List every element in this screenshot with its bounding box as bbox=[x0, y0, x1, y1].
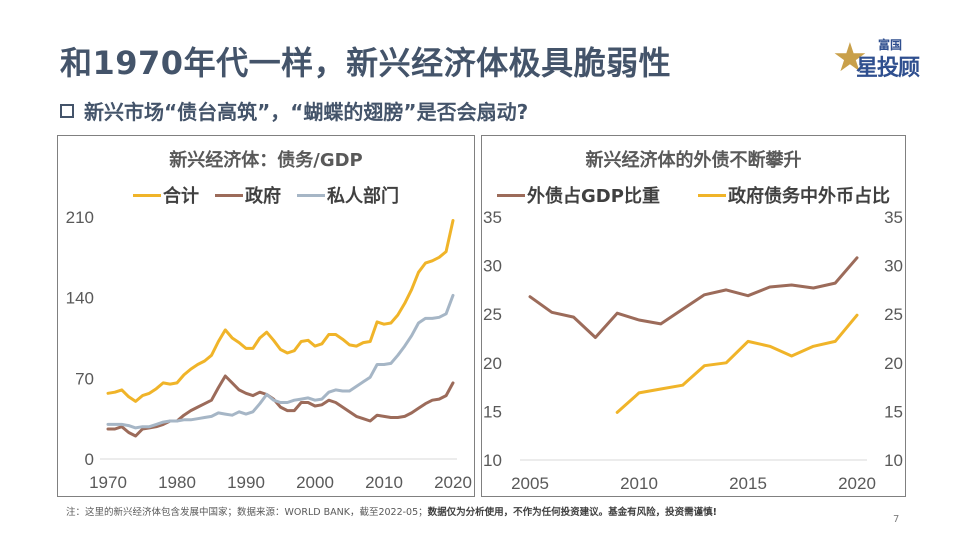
y2-tick-label: 25 bbox=[884, 305, 903, 324]
logo-main-text: 星投顾 bbox=[856, 56, 920, 81]
x-tick-label: 2000 bbox=[296, 473, 334, 492]
page-number: 7 bbox=[893, 514, 900, 525]
x-tick-label: 2020 bbox=[838, 474, 876, 493]
legend-swatch bbox=[497, 193, 526, 197]
logo-top-text: 富国 bbox=[878, 38, 903, 52]
legend-item-total: 合计 bbox=[133, 182, 199, 208]
chart-title: 新兴经济体的外债不断攀升 bbox=[585, 150, 802, 171]
footnote-disclaimer: 数据仅为分析使用，不作为任何投资建议。基金有风险，投资需谨慎! bbox=[427, 507, 717, 518]
y-tick-label: 20 bbox=[483, 354, 502, 373]
page-subtitle: 新兴市场“债台高筑”，“蝴蝶的翅膀”是否会扇动? bbox=[60, 96, 528, 125]
y2-tick-label: 20 bbox=[884, 354, 903, 373]
legend-label: 政府 bbox=[245, 186, 281, 207]
footnote-source: 注：这里的新兴经济体包含发展中国家；数据来源：WORLD BANK，截至2022… bbox=[66, 507, 428, 518]
y-tick-label: 210 bbox=[66, 208, 94, 227]
legend-label: 合计 bbox=[163, 186, 199, 207]
footnote: 注：这里的新兴经济体包含发展中国家；数据来源：WORLD BANK，截至2022… bbox=[66, 504, 717, 518]
y-tick-label: 70 bbox=[75, 369, 94, 388]
y-tick-label: 10 bbox=[483, 451, 502, 470]
series-line-0 bbox=[528, 256, 859, 339]
plot-area-right: 10 15 20 25 30 35 10 15 20 25 30 35 2005 2010 2015 2020 bbox=[483, 208, 903, 493]
legend-item-external-debt: 外债占GDP比重 bbox=[497, 182, 660, 208]
chart-title: 新兴经济体：债务/GDP bbox=[169, 150, 363, 171]
series-line-1 bbox=[106, 374, 455, 438]
legend-label: 外债占GDP比重 bbox=[527, 186, 660, 207]
legend-item-private: 私人部门 bbox=[297, 182, 399, 208]
x-tick-label: 2020 bbox=[434, 473, 472, 492]
y2-tick-label: 35 bbox=[884, 208, 903, 227]
legend-item-fx-share: 政府债务中外币占比 bbox=[697, 182, 890, 208]
legend-item-government: 政府 bbox=[215, 182, 281, 208]
x-tick-label: 2010 bbox=[620, 474, 658, 493]
x-tick-label: 1990 bbox=[227, 473, 265, 492]
legend-swatch bbox=[133, 193, 161, 197]
legend-swatch bbox=[697, 193, 726, 197]
series-line-2 bbox=[106, 293, 455, 430]
series-line-0 bbox=[106, 219, 455, 403]
x-tick-label: 2005 bbox=[511, 474, 549, 493]
x-tick-label: 2010 bbox=[365, 473, 403, 492]
y-tick-label: 35 bbox=[483, 208, 502, 227]
y-tick-label: 15 bbox=[483, 402, 502, 421]
chart-panel-external-debt: 新兴经济体的外债不断攀升 外债占GDP比重 政府债务中外币占比 10 15 20 25… bbox=[481, 135, 906, 497]
y-tick-label: 25 bbox=[483, 305, 502, 324]
star-icon: ★ bbox=[832, 35, 868, 81]
plot-area-left: 0 70 140 210 1970 1980 1990 2000 2010 2020 bbox=[66, 208, 472, 492]
bullet-square-icon bbox=[60, 103, 74, 118]
subtitle-text: 新兴市场“债台高筑”，“蝴蝶的翅膀”是否会扇动? bbox=[84, 100, 529, 124]
y-tick-label: 140 bbox=[66, 289, 94, 308]
legend-label: 政府债务中外币占比 bbox=[727, 186, 890, 207]
chart-panel-debt-gdp: 新兴经济体：债务/GDP 合计 政府 私人部门 0 70 140 210 1970 198… bbox=[57, 135, 475, 497]
brand-logo: ★ 富国 星投顾 bbox=[832, 30, 932, 82]
y2-tick-label: 10 bbox=[884, 451, 903, 470]
legend-swatch bbox=[297, 193, 325, 197]
y2-tick-label: 15 bbox=[884, 402, 903, 421]
chart-legend: 合计 政府 私人部门 bbox=[58, 182, 474, 208]
x-tick-label: 1980 bbox=[158, 473, 196, 492]
y2-tick-label: 30 bbox=[884, 257, 903, 276]
legend-label: 私人部门 bbox=[327, 186, 399, 207]
x-tick-label: 1970 bbox=[89, 473, 127, 492]
y-tick-label: 0 bbox=[85, 450, 94, 469]
page-title: 和1970年代一样，新兴经济体极具脆弱性 bbox=[60, 44, 672, 82]
series-line-1 bbox=[615, 313, 859, 414]
x-tick-label: 2015 bbox=[729, 474, 767, 493]
y-tick-label: 30 bbox=[483, 257, 502, 276]
legend-swatch bbox=[215, 193, 243, 197]
chart-legend: 外债占GDP比重 政府债务中外币占比 bbox=[482, 182, 905, 208]
